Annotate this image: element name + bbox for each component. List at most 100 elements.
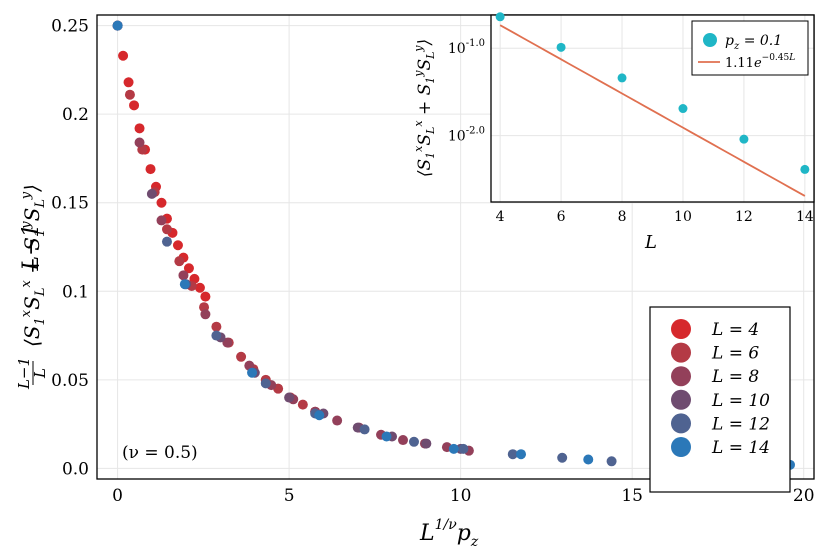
data-point [200, 291, 211, 302]
data-point [174, 256, 185, 267]
legend-label: L = 6 [711, 344, 759, 364]
inset-data-point [556, 42, 566, 52]
main-y-axis-label-fraction: L−1 L ⟨S1xSLx + S1ySLy⟩ [15, 184, 49, 390]
data-point [134, 123, 145, 134]
data-point [359, 424, 370, 435]
data-point [211, 330, 222, 341]
data-point [222, 337, 233, 348]
svg-text:L−1: L−1 [19, 223, 44, 271]
inset-y-axis-label: ⟨S1xSLx + S1ySLy⟩ [412, 39, 437, 177]
inset-x-axis-label: L [644, 232, 657, 253]
data-point [156, 215, 167, 226]
main-y-tick-label: 0.15 [51, 194, 89, 214]
data-point [112, 20, 123, 31]
data-point [583, 454, 594, 465]
svg-text:⟨S1xSLx + S1ySLy⟩: ⟨S1xSLx + S1ySLy⟩ [19, 184, 48, 347]
data-point [606, 456, 617, 467]
legend-label: L = 8 [711, 367, 759, 387]
main-x-tick-label: 0 [112, 486, 123, 506]
inset-data-points [495, 12, 810, 174]
data-point [118, 50, 129, 61]
data-point [332, 415, 343, 426]
data-point [408, 436, 419, 447]
inset-x-tick-label: 12 [735, 209, 753, 225]
data-point [200, 309, 211, 320]
inset-x-tick-label: 8 [618, 209, 627, 225]
data-point [507, 449, 518, 460]
data-point [134, 137, 145, 148]
main-y-tick-label: 0.2 [62, 105, 89, 125]
data-point [123, 77, 134, 88]
legend-marker [671, 342, 691, 363]
data-point [421, 438, 432, 449]
data-point [297, 399, 308, 410]
data-point [448, 443, 459, 454]
data-point [194, 282, 205, 293]
data-point [314, 410, 325, 421]
data-point [247, 367, 258, 378]
main-y-axis-label: L−1 [19, 223, 44, 271]
data-point [458, 443, 469, 454]
inset-y-tick-label: 10-2.0 [448, 126, 485, 145]
inset-data-point [739, 134, 749, 144]
data-point [183, 263, 194, 274]
inset-data-point [800, 164, 810, 174]
data-point [557, 452, 568, 463]
legend-label: L = 4 [711, 320, 759, 340]
inset-data-point [495, 12, 505, 22]
data-point [124, 89, 135, 100]
series-L-4 [112, 20, 211, 302]
inset-tick-labels: 4 6 8 10 12 14 10-1.0 10-2.0 [448, 38, 814, 225]
data-point [161, 224, 172, 235]
main-y-tick-label: 0.1 [62, 282, 89, 302]
data-point [381, 431, 392, 442]
inset-x-tick-label: 10 [674, 209, 692, 225]
data-point [179, 279, 190, 290]
inset-x-tick-label: 4 [496, 209, 505, 225]
main-y-tick-label: 0.0 [62, 459, 89, 479]
main-plot-frame [96, 14, 815, 480]
main-x-tick-label: 10 [450, 486, 472, 506]
data-point [260, 378, 271, 389]
data-point [156, 197, 167, 208]
data-point [398, 435, 409, 446]
data-point [178, 270, 189, 281]
legend-marker [671, 437, 691, 457]
svg-text:L: L [31, 368, 49, 379]
inset-legend-marker-pz [703, 33, 717, 47]
data-point [145, 164, 156, 175]
inset-x-tick-label: 6 [557, 209, 566, 225]
legend-label: L = 10 [711, 391, 770, 411]
data-point [172, 240, 183, 251]
main-x-tick-label: 15 [621, 486, 643, 506]
legend-marker [671, 413, 691, 434]
data-point [129, 100, 140, 111]
legend-label: L = 14 [711, 438, 770, 458]
inset-plot: 4 6 8 10 12 14 10-1.0 10-2.0 L ⟨S1xSLx + S1ySLy… [412, 12, 815, 253]
inset-fit-line [499, 24, 806, 197]
data-point [146, 188, 157, 199]
main-x-axis-label: L1/νpz [419, 517, 479, 550]
data-point [236, 351, 247, 362]
main-tick-labels: 0 5 10 15 20 0.0 0.05 0.1 0.15 0.2 0.25 [51, 17, 814, 506]
legend-marker [671, 389, 691, 410]
data-point [284, 392, 295, 403]
svg-text:⟨S1xSLx + S1ySLy⟩: ⟨S1xSLx + S1ySLy⟩ [412, 39, 437, 177]
inset-data-point [678, 104, 688, 114]
main-x-tick-label: 20 [793, 486, 815, 506]
data-point [516, 449, 527, 460]
inset-x-tick-label: 14 [796, 209, 814, 225]
data-point [161, 236, 172, 247]
main-data-points [112, 20, 795, 470]
main-y-tick-label: 0.05 [51, 371, 89, 391]
inset-plot-frame [490, 14, 815, 203]
inset-legend-label-pz: pz = 0.1 [725, 33, 782, 52]
inset-legend: pz = 0.1 1.11e−0.45L [691, 20, 809, 76]
nu-annotation: (ν = 0.5) [122, 443, 198, 463]
main-x-tick-label: 5 [284, 486, 295, 506]
inset-y-tick-label: 10-1.0 [448, 38, 485, 57]
main-legend: L = 4 L = 6 L = 8 L = 10 L = 12 L = 14 [649, 306, 791, 493]
data-point [211, 321, 222, 332]
svg-text:L−1: L−1 [15, 357, 33, 390]
